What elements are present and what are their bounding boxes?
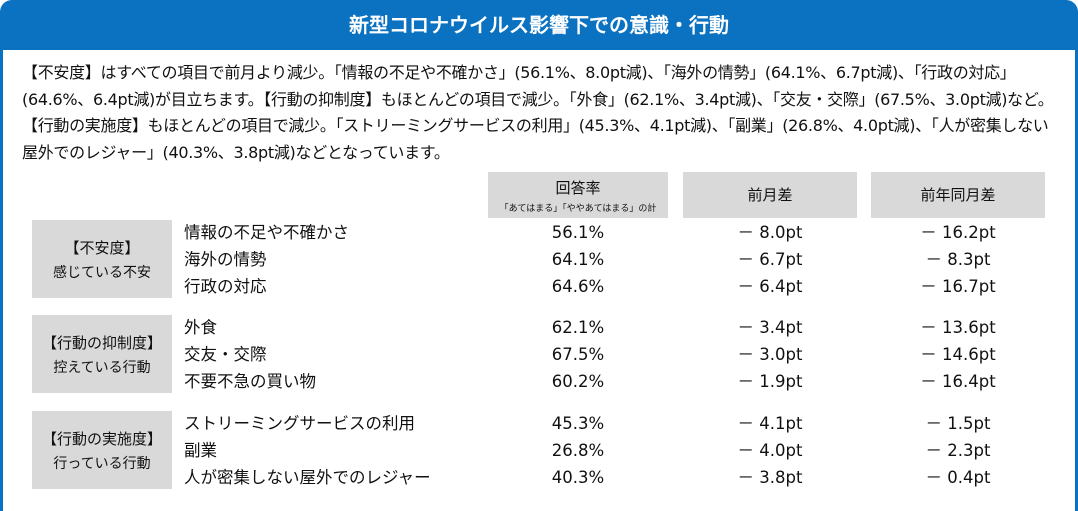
- cell-item: 海外の情勢: [184, 250, 267, 269]
- group-label: 【行動の実施度】 行っている行動: [32, 411, 172, 489]
- cell-yoy: － 16.4pt: [920, 372, 996, 391]
- cell-rate: 62.1%: [551, 318, 605, 337]
- cell-item: 副業: [184, 441, 217, 460]
- table-row: 行政の対応 64.6% － 6.4pt － 16.7pt: [184, 273, 1044, 300]
- cell-mom: － 3.8pt: [737, 468, 803, 487]
- cell-mom: － 3.0pt: [737, 345, 803, 364]
- table-row: 人が密集しない屋外でのレジャー 40.3% － 3.8pt － 0.4pt: [184, 464, 1044, 491]
- summary-text: 【不安度】はすべての項目で前月より減少。「情報の不足や不確かさ」(56.1%、8…: [22, 63, 1054, 162]
- cell-rate: 60.2%: [551, 372, 605, 391]
- cell-rate: 26.8%: [551, 441, 605, 460]
- table-row: 海外の情勢 64.1% － 6.7pt － 8.3pt: [184, 246, 1044, 273]
- table-row: 不要不急の買い物 60.2% － 1.9pt － 16.4pt: [184, 368, 1044, 395]
- panel-title: 新型コロナウイルス影響下での意識・行動: [0, 0, 1078, 50]
- table-row: 副業 26.8% － 4.0pt － 2.3pt: [184, 437, 1044, 464]
- group-subtitle: 控えている行動: [53, 359, 151, 376]
- table-row: 外食 62.1% － 3.4pt － 13.6pt: [184, 314, 1044, 341]
- cell-mom: － 4.0pt: [737, 441, 803, 460]
- cell-mom: － 3.4pt: [737, 318, 803, 337]
- cell-rate: 67.5%: [551, 345, 605, 364]
- cell-item: 交友・交際: [184, 345, 267, 364]
- cell-mom: － 6.7pt: [737, 250, 803, 269]
- column-header-rate: 回答率 「あてはまる」「ややあてはまる」の計: [488, 172, 668, 218]
- cell-item: ストリーミングサービスの利用: [184, 414, 415, 433]
- rate-note: 「あてはまる」「ややあてはまる」の計: [499, 204, 657, 214]
- cell-yoy: － 14.6pt: [920, 345, 996, 364]
- cell-rate: 45.3%: [551, 414, 605, 433]
- group-subtitle: 感じている不安: [53, 264, 151, 281]
- column-header-mom: 前月差: [683, 172, 857, 218]
- cell-mom: － 4.1pt: [737, 414, 803, 433]
- cell-yoy: － 16.7pt: [920, 277, 996, 296]
- cell-yoy: － 1.5pt: [925, 414, 991, 433]
- group-subtitle: 行っている行動: [53, 455, 151, 472]
- rate-label: 回答率: [555, 179, 601, 197]
- table-row: ストリーミングサービスの利用 45.3% － 4.1pt － 1.5pt: [184, 410, 1044, 437]
- group-label: 【行動の抑制度】 控えている行動: [32, 315, 172, 393]
- cell-rate: 56.1%: [551, 223, 605, 242]
- cell-item: 情報の不足や不確かさ: [184, 223, 349, 242]
- cell-yoy: － 2.3pt: [925, 441, 991, 460]
- table-row: 情報の不足や不確かさ 56.1% － 8.0pt － 16.2pt: [184, 219, 1044, 246]
- cell-mom: － 1.9pt: [737, 372, 803, 391]
- group-title: 【行動の実施度】: [41, 429, 162, 448]
- cell-item: 不要不急の買い物: [184, 372, 316, 391]
- cell-item: 行政の対応: [184, 277, 267, 296]
- group-title: 【不安度】: [64, 238, 140, 257]
- group-label: 【不安度】感じている不安: [32, 220, 172, 298]
- cell-yoy: － 16.2pt: [920, 223, 996, 242]
- cell-yoy: － 8.3pt: [925, 250, 991, 269]
- cell-mom: － 8.0pt: [737, 223, 803, 242]
- cell-rate: 64.1%: [551, 250, 605, 269]
- cell-mom: － 6.4pt: [737, 277, 803, 296]
- cell-rate: 40.3%: [551, 468, 605, 487]
- cell-yoy: － 13.6pt: [920, 318, 996, 337]
- cell-rate: 64.6%: [551, 277, 605, 296]
- cell-item: 外食: [184, 318, 217, 337]
- column-header-yoy: 前年同月差: [871, 172, 1045, 218]
- cell-item: 人が密集しない屋外でのレジャー: [184, 468, 431, 487]
- table-row: 交友・交際 67.5% － 3.0pt － 14.6pt: [184, 341, 1044, 368]
- cell-yoy: － 0.4pt: [925, 468, 991, 487]
- group-title: 【行動の抑制度】: [41, 333, 162, 352]
